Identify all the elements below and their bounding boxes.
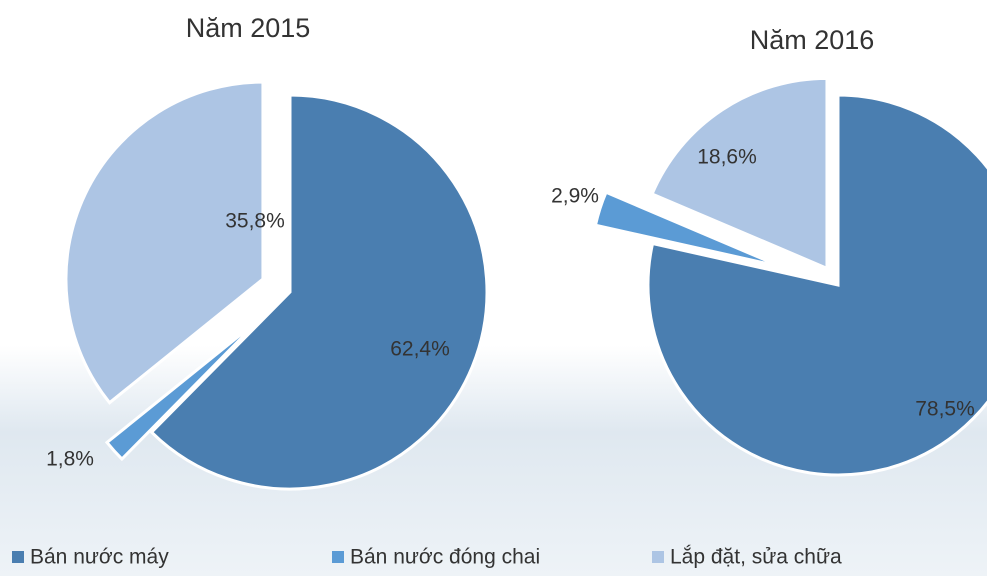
pie-slice xyxy=(149,93,489,491)
legend-label: Lắp đặt, sửa chữa xyxy=(670,546,842,569)
legend-label: Bán nước đóng chai xyxy=(350,546,540,569)
pie-slice xyxy=(650,76,829,271)
pie-slice xyxy=(646,93,987,477)
legend-label: Bán nước máy xyxy=(30,546,169,569)
data-label: 18,6% xyxy=(697,146,757,169)
data-label: 1,8% xyxy=(46,448,94,471)
pie-slice xyxy=(593,190,782,269)
data-label: 2,9% xyxy=(551,185,599,208)
legend-swatch xyxy=(12,551,24,563)
chart-title: Năm 2015 xyxy=(186,13,311,43)
data-label: 78,5% xyxy=(915,398,975,421)
data-label: 35,8% xyxy=(225,210,285,233)
legend-swatch xyxy=(652,551,664,563)
pie-slice xyxy=(64,80,265,405)
pie-slice xyxy=(104,317,262,462)
legend-swatch xyxy=(332,551,344,563)
data-label: 62,4% xyxy=(390,338,450,361)
chart-title: Năm 2016 xyxy=(750,25,875,55)
